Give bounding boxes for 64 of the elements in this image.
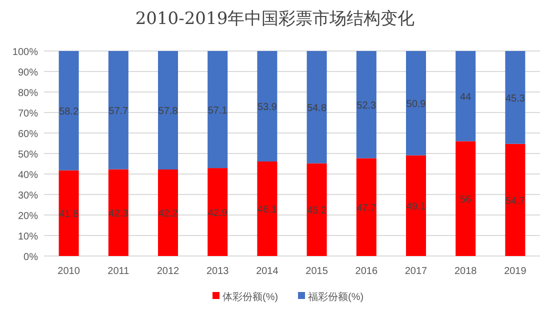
y-tick-label: 70% xyxy=(18,108,38,120)
y-tick-label: 80% xyxy=(18,88,38,99)
chart-title: 2010-2019年中国彩票市场结构变化 xyxy=(135,9,415,29)
bar xyxy=(257,51,278,162)
bar xyxy=(406,51,426,156)
legend-label: 福彩份额(%) xyxy=(308,291,364,303)
bar xyxy=(108,169,128,256)
data-label: 47.7 xyxy=(356,203,377,214)
data-label: 57.1 xyxy=(208,106,228,117)
data-label: 53.9 xyxy=(257,102,278,114)
x-tick-label: 2018 xyxy=(454,266,478,277)
bar xyxy=(356,51,376,158)
data-label: 44 xyxy=(460,92,472,104)
x-tick-label: 2016 xyxy=(355,266,378,277)
data-label: 54.7 xyxy=(505,196,526,207)
y-tick-label: 50% xyxy=(18,150,38,160)
legend-label: 体彩份额(%) xyxy=(222,291,278,303)
data-label: 56 xyxy=(460,194,472,206)
data-label: 52.3 xyxy=(356,100,377,112)
y-tick-label: 10% xyxy=(18,232,38,242)
bar xyxy=(306,51,327,164)
data-label: 42.3 xyxy=(108,208,129,220)
bar xyxy=(108,51,128,170)
bar xyxy=(58,51,79,170)
bar xyxy=(306,163,327,256)
bar xyxy=(158,51,178,170)
bar xyxy=(208,51,228,168)
bar xyxy=(456,51,476,142)
data-label: 57.7 xyxy=(108,106,129,118)
x-tick-label: 2017 xyxy=(404,266,428,277)
data-label: 46.1 xyxy=(257,204,278,216)
y-tick-label: 40% xyxy=(18,170,38,181)
bar xyxy=(208,168,228,256)
data-label: 49.1 xyxy=(406,202,426,213)
x-tick-label: 2014 xyxy=(256,266,279,277)
data-label: 42.2 xyxy=(158,208,178,220)
data-label: 41.8 xyxy=(59,209,79,220)
data-label: 57.8 xyxy=(158,106,178,118)
data-label: 50.9 xyxy=(406,99,426,110)
x-tick-label: 2013 xyxy=(206,266,230,277)
x-tick-label: 2019 xyxy=(504,266,527,277)
bar xyxy=(158,169,178,256)
data-label: 45.3 xyxy=(505,93,526,104)
x-tick-label: 2012 xyxy=(156,266,180,277)
x-tick-label: 2015 xyxy=(306,266,328,277)
x-tick-label: 2010 xyxy=(58,266,80,277)
x-tick-label: 2011 xyxy=(108,266,130,277)
y-tick-label: 20% xyxy=(18,211,38,222)
y-tick-label: 100% xyxy=(12,47,38,58)
y-tick-label: 60% xyxy=(18,129,38,140)
bar xyxy=(356,158,376,256)
bar xyxy=(505,144,526,256)
data-label: 42.9 xyxy=(208,208,228,220)
bar xyxy=(58,170,79,256)
bar xyxy=(257,161,278,256)
data-label: 45.2 xyxy=(307,206,327,217)
y-tick-label: 90% xyxy=(18,68,38,78)
data-label: 58.2 xyxy=(59,106,79,118)
y-tick-label: 0% xyxy=(24,252,38,263)
bar xyxy=(505,51,526,144)
bar xyxy=(456,141,476,256)
y-tick-label: 30% xyxy=(18,190,38,202)
data-label: 54.8 xyxy=(307,103,327,114)
bar xyxy=(406,155,426,256)
